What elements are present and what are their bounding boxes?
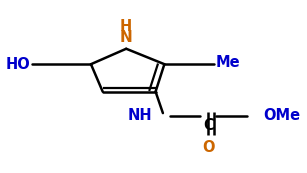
Text: Me: Me — [216, 55, 240, 70]
Text: N: N — [120, 30, 133, 45]
Text: OMe: OMe — [263, 108, 300, 123]
Text: H: H — [120, 19, 132, 34]
Text: O: O — [202, 140, 215, 155]
Text: NH: NH — [128, 108, 153, 123]
Text: HO: HO — [6, 57, 31, 72]
Text: C: C — [203, 118, 214, 133]
